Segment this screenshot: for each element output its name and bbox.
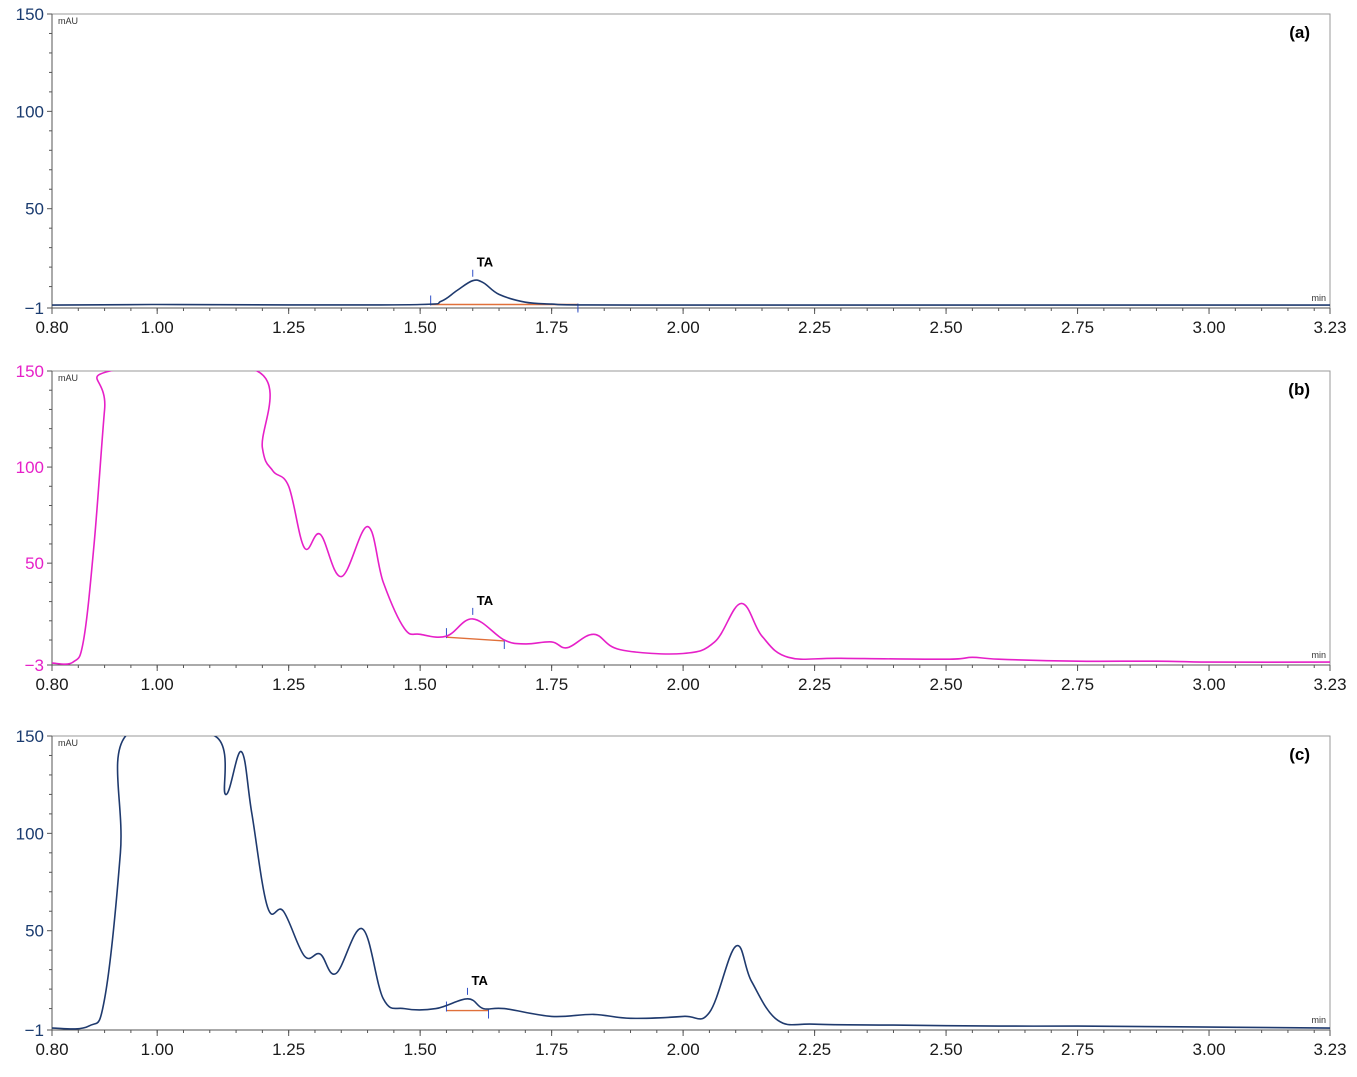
x-tick-label: 2.00 — [667, 318, 700, 337]
y-tick-label: 100 — [16, 824, 44, 843]
y-tick-label: 100 — [16, 102, 44, 121]
plot-frame — [51, 370, 1331, 666]
x-tick-label: 2.25 — [798, 1040, 831, 1059]
y-unit-label: mAU — [58, 738, 78, 748]
x-tick-label: 1.25 — [272, 318, 305, 337]
chart-panel-c: 150 100 50 −10.80 1.00 1.25 1.50 1.75 2.00 2.25 2.… — [16, 727, 1347, 1059]
plot-frame — [51, 13, 1331, 309]
x-tick-label: 2.25 — [798, 675, 831, 694]
y-tick-label: 150 — [16, 727, 44, 746]
y-tick-label: 100 — [16, 458, 44, 477]
x-tick-label: 0.80 — [35, 1040, 68, 1059]
x-tick-label: 0.80 — [35, 675, 68, 694]
x-tick-label: 2.00 — [667, 1040, 700, 1059]
x-tick-label: 1.50 — [404, 675, 437, 694]
x-tick-label: 3.23 — [1313, 318, 1346, 337]
x-tick-label: 3.23 — [1313, 675, 1346, 694]
x-unit-label: min — [1311, 1015, 1326, 1025]
x-tick-label: 2.75 — [1061, 675, 1094, 694]
y-unit-label: mAU — [58, 16, 78, 26]
y-tick-label: 50 — [25, 922, 44, 941]
x-tick-label: 3.00 — [1192, 1040, 1225, 1059]
y-tick-label: −1 — [25, 299, 44, 318]
panel-label: (b) — [1288, 380, 1310, 399]
integration-baseline — [446, 636, 505, 642]
y-unit-label: mAU — [58, 373, 78, 383]
x-tick-label: 3.00 — [1192, 318, 1225, 337]
x-tick-label: 2.00 — [667, 675, 700, 694]
chromatogram-line — [52, 371, 1330, 665]
peak-label: TA — [477, 255, 494, 270]
x-unit-label: min — [1311, 650, 1326, 660]
chromatogram-line — [52, 279, 1330, 306]
chart-panel-b: 150 100 50 −30.80 1.00 1.25 1.50 1.75 2.00 2.25 2.… — [16, 362, 1347, 694]
plot-frame — [51, 735, 1331, 1031]
x-tick-label: 2.75 — [1061, 1040, 1094, 1059]
y-tick-label: −1 — [25, 1021, 44, 1040]
panel-label: (c) — [1289, 745, 1310, 764]
x-tick-label: 2.50 — [930, 1040, 963, 1059]
x-tick-label: 3.00 — [1192, 675, 1225, 694]
y-tick-label: 150 — [16, 5, 44, 24]
y-tick-label: 150 — [16, 362, 44, 381]
x-tick-label: 0.80 — [35, 318, 68, 337]
x-tick-label: 2.50 — [930, 675, 963, 694]
peak-label: TA — [477, 593, 494, 608]
y-tick-label: 50 — [25, 554, 44, 573]
x-tick-label: 1.75 — [535, 1040, 568, 1059]
x-tick-label: 1.00 — [141, 318, 174, 337]
x-tick-label: 2.50 — [930, 318, 963, 337]
x-tick-label: 1.00 — [141, 675, 174, 694]
x-tick-label: 1.75 — [535, 675, 568, 694]
x-tick-label: 1.25 — [272, 1040, 305, 1059]
panel-label: (a) — [1289, 23, 1310, 42]
y-tick-label: 50 — [25, 200, 44, 219]
x-tick-label: 1.50 — [404, 1040, 437, 1059]
peak-label: TA — [471, 973, 488, 988]
x-unit-label: min — [1311, 293, 1326, 303]
x-tick-label: 2.25 — [798, 318, 831, 337]
x-tick-label: 1.00 — [141, 1040, 174, 1059]
x-tick-label: 1.50 — [404, 318, 437, 337]
chart-panel-a: 150 100 50 −10.80 1.00 1.25 1.50 1.75 2.00 2.25 2.… — [16, 5, 1347, 337]
chromatogram-line — [52, 736, 1330, 1030]
x-tick-label: 1.25 — [272, 675, 305, 694]
x-tick-label: 3.23 — [1313, 1040, 1346, 1059]
x-tick-label: 1.75 — [535, 318, 568, 337]
y-tick-label: −3 — [25, 656, 44, 675]
x-tick-label: 2.75 — [1061, 318, 1094, 337]
